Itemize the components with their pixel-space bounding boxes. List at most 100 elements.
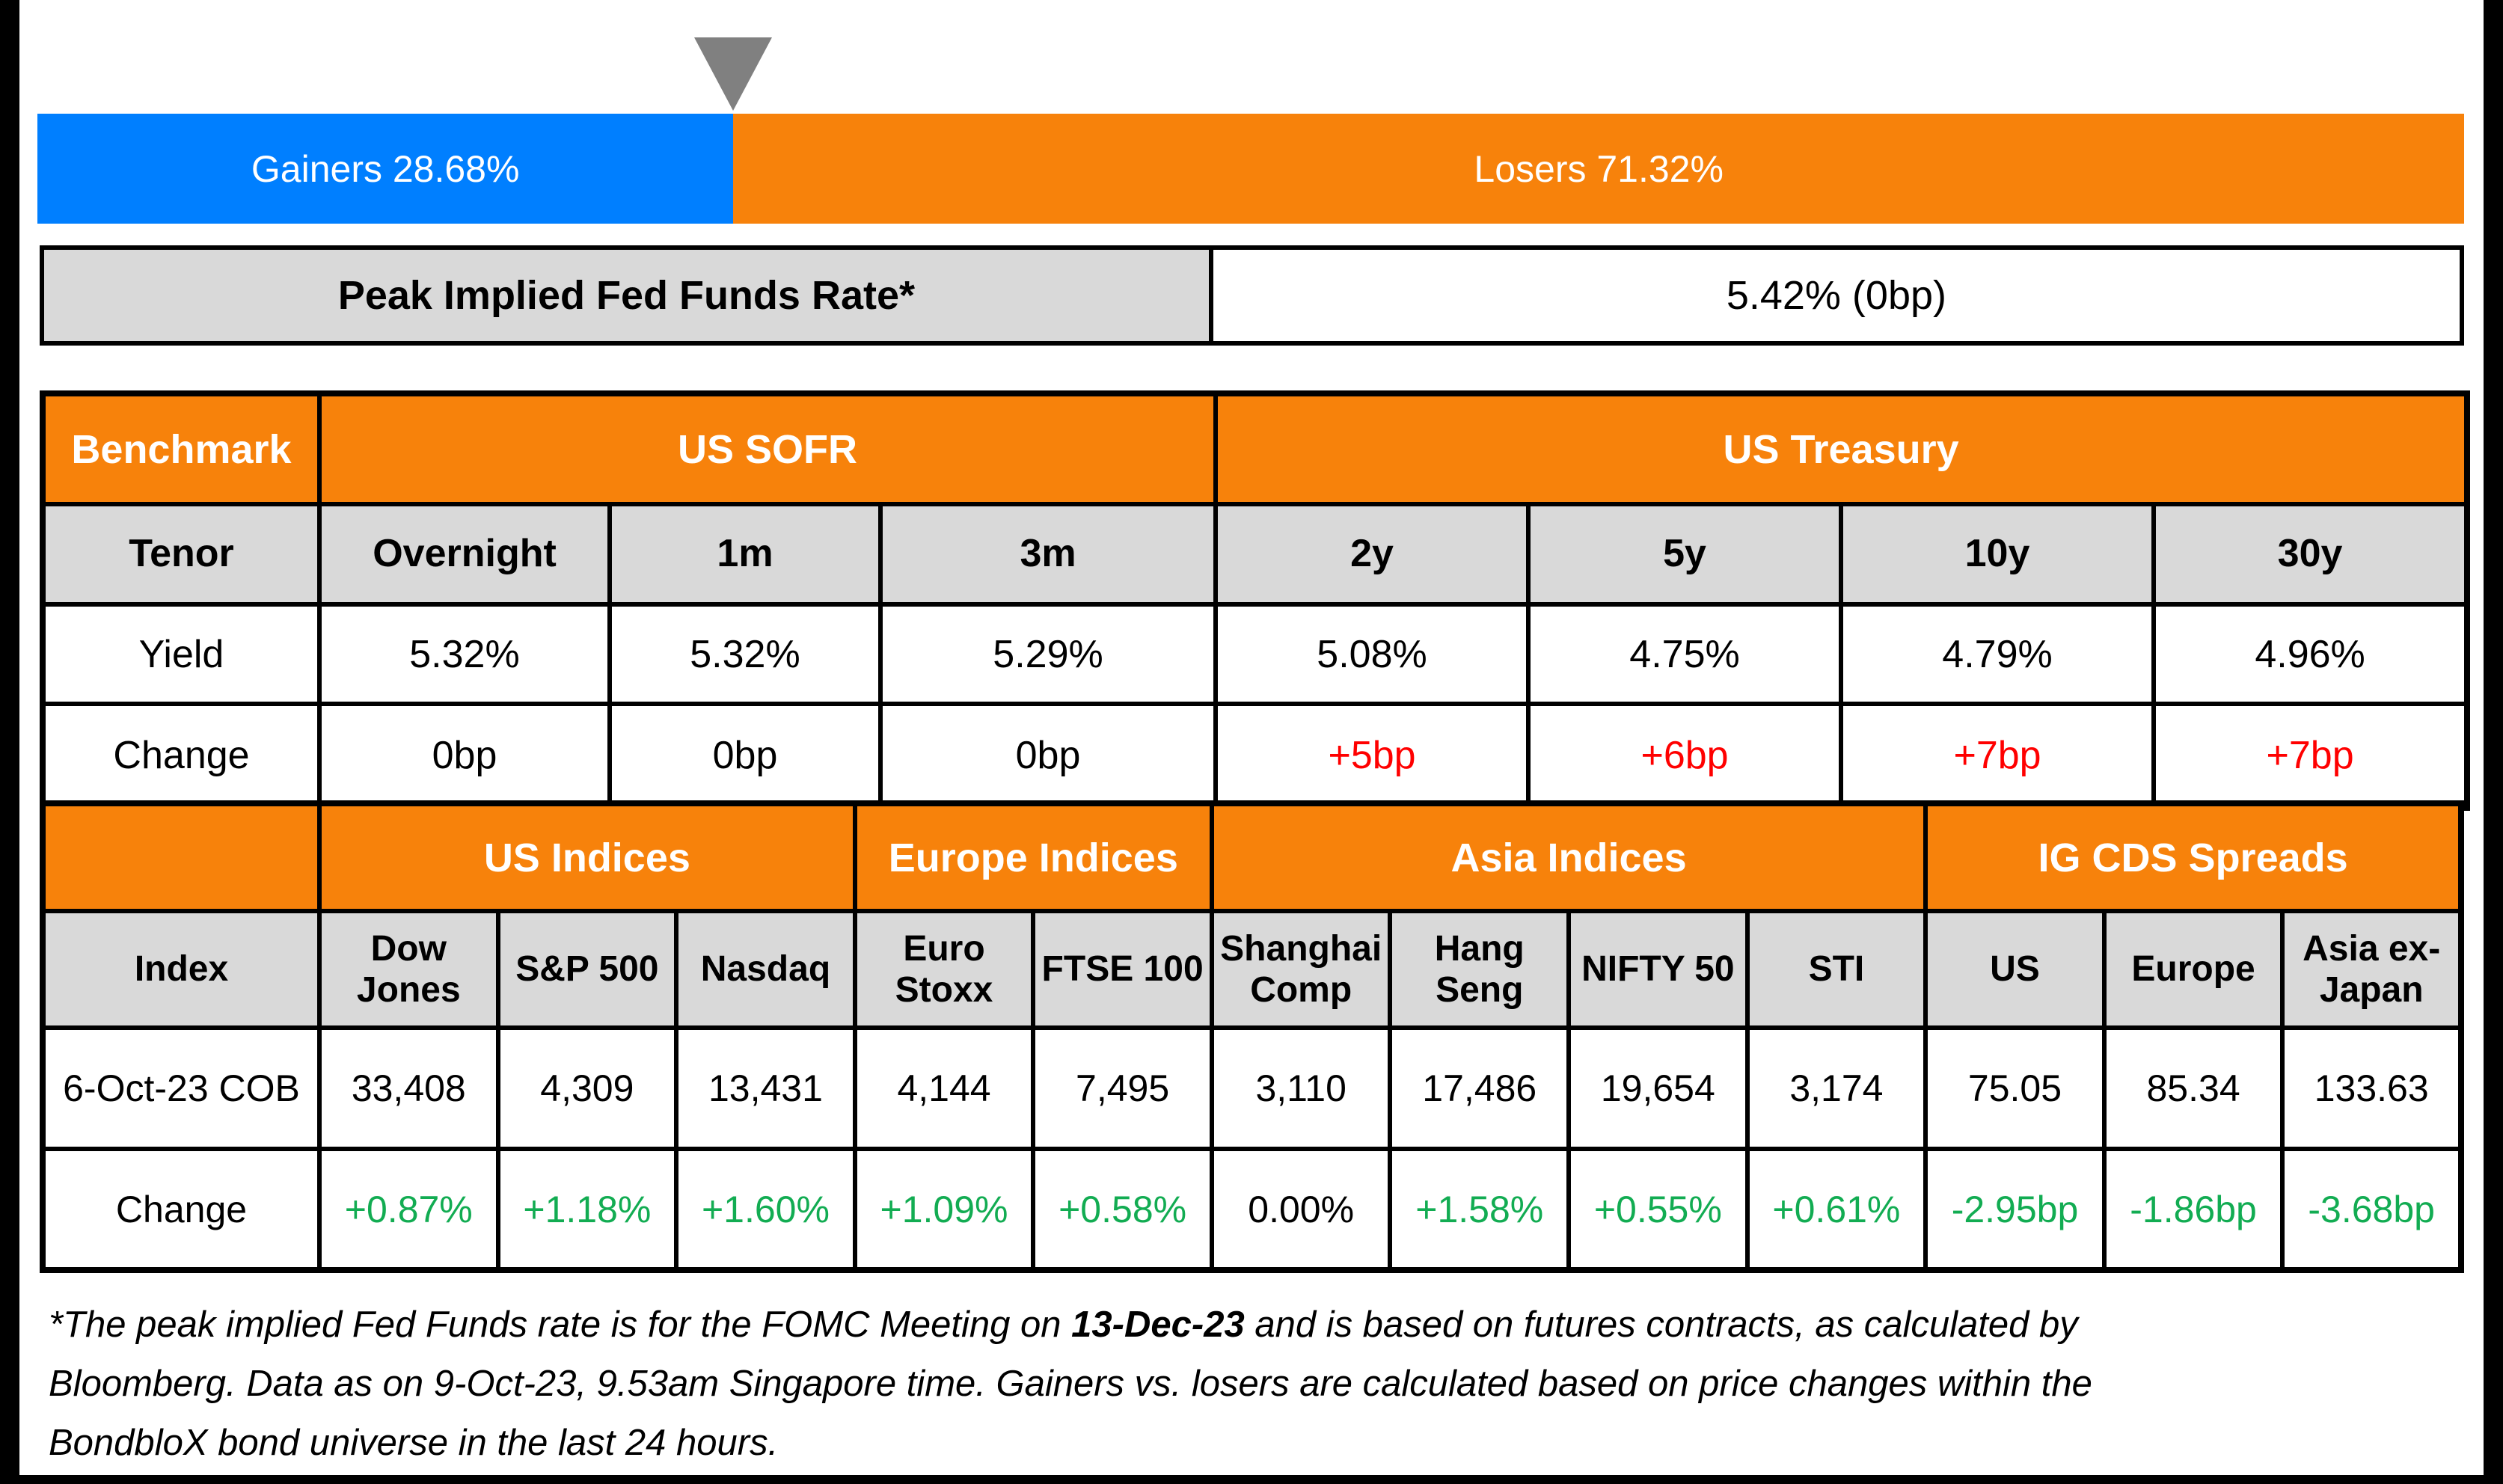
index-value-cell: 33,408 (317, 1025, 500, 1151)
peak-rate-value: 5.42% (0bp) (1726, 273, 1946, 318)
change-cell: -3.68bp (2280, 1147, 2463, 1272)
yield-cell: 5.08% (1213, 602, 1531, 706)
index-value-cell: 17,486 (1388, 1025, 1572, 1151)
cob-row-label: 6-Oct-23 COB (40, 1025, 322, 1151)
yield-cell: 4.96% (2151, 602, 2470, 706)
indices-table: US Indices Europe Indices Asia Indices I… (40, 800, 2464, 1273)
indices-change-row: Change +0.87% +1.18% +1.60% +1.09% +0.58… (40, 1147, 2463, 1272)
frame-border-left (0, 0, 19, 1484)
index-name-cell: Euro Stoxx (852, 909, 1036, 1030)
footnote-line-3: BondbloX bond universe in the last 24 ho… (49, 1423, 779, 1463)
cds-value-cell: 85.34 (2101, 1025, 2285, 1151)
change-cell: +7bp (2151, 702, 2470, 810)
footnote-text: and is based on futures contracts, as ca… (1244, 1304, 2078, 1345)
footnote-line-2: Bloomberg. Data as on 9-Oct-23, 9.53am S… (49, 1364, 2092, 1404)
change-cell: 0bp (317, 702, 612, 810)
index-row-label: Index (40, 909, 322, 1030)
index-name-cell: Dow Jones (317, 909, 500, 1030)
index-name-cell: Europe (2101, 909, 2285, 1030)
index-value-cell: 13,431 (674, 1025, 857, 1151)
footnote-text: *The peak implied Fed Funds rate is for … (49, 1304, 1072, 1345)
tenor-cell: 30y (2151, 502, 2470, 607)
index-name-cell: Hang Seng (1388, 909, 1572, 1030)
index-name-cell: STI (1744, 909, 1928, 1030)
peak-fed-funds-rate-row: Peak Implied Fed Funds Rate* 5.42% (0bp) (40, 245, 2464, 346)
change-cell: +1.18% (495, 1147, 679, 1272)
indices-group-header-row: US Indices Europe Indices Asia Indices I… (40, 801, 2463, 913)
tenor-cell: 3m (877, 502, 1219, 607)
change-cell: +7bp (1839, 702, 2157, 810)
index-name-row: Index Dow Jones S&P 500 Nasdaq Euro Stox… (40, 909, 2463, 1030)
index-name-cell: FTSE 100 (1031, 909, 1214, 1030)
change-cell: +0.55% (1566, 1147, 1750, 1272)
footnote-line-1: *The peak implied Fed Funds rate is for … (49, 1296, 2461, 1355)
index-name-cell: US (1923, 909, 2107, 1030)
change-cell: +5bp (1213, 702, 1531, 810)
change-cell: -1.86bp (2101, 1147, 2285, 1272)
frame-border-right (2484, 0, 2503, 1484)
index-name-cell: NIFTY 50 (1566, 909, 1750, 1030)
benchmark-change-row: Change 0bp 0bp 0bp +5bp +6bp +7bp +7bp (40, 702, 2470, 810)
asia-indices-group-header: Asia Indices (1209, 801, 1928, 913)
change-row-label: Change (40, 1147, 322, 1272)
index-value-cell: 4,144 (852, 1025, 1036, 1151)
benchmark-table: Benchmark US SOFR US Treasury Tenor Over… (40, 390, 2471, 811)
gainers-label: Gainers 28.68% (251, 147, 520, 190)
change-cell: +0.87% (317, 1147, 500, 1272)
change-cell: +1.09% (852, 1147, 1036, 1272)
yield-cell: 4.75% (1526, 602, 1844, 706)
index-name-cell: Nasdaq (674, 909, 857, 1030)
change-cell: +1.60% (674, 1147, 857, 1272)
tenor-cell: 5y (1526, 502, 1844, 607)
tenor-cell: 10y (1839, 502, 2157, 607)
tenor-cell: 2y (1213, 502, 1531, 607)
change-cell: +0.58% (1031, 1147, 1214, 1272)
tenor-cell: 1m (607, 502, 883, 607)
footnote-fomc-date: 13-Dec-23 (1071, 1304, 1245, 1345)
gainers-share-pointer-triangle-icon (694, 37, 772, 111)
benchmark-group-header-row: Benchmark US SOFR US Treasury (40, 391, 2470, 506)
change-cell: +0.61% (1744, 1147, 1928, 1272)
change-row-label: Change (40, 702, 322, 810)
gainers-segment: Gainers 28.68% (37, 114, 734, 224)
losers-label: Losers 71.32% (1474, 147, 1724, 190)
frame-border-bottom (0, 1475, 2503, 1484)
cob-values-row: 6-Oct-23 COB 33,408 4,309 13,431 4,144 7… (40, 1025, 2463, 1151)
losers-segment: Losers 71.32% (733, 114, 2464, 224)
change-cell: +6bp (1526, 702, 1844, 810)
yield-row-label: Yield (40, 602, 322, 706)
index-name-cell: Shanghai Comp (1209, 909, 1393, 1030)
yield-cell: 4.79% (1839, 602, 2157, 706)
index-value-cell: 19,654 (1566, 1025, 1750, 1151)
yield-cell: 5.32% (317, 602, 612, 706)
change-cell: 0bp (607, 702, 883, 810)
footnote: *The peak implied Fed Funds rate is for … (49, 1296, 2461, 1473)
peak-rate-label: Peak Implied Fed Funds Rate* (44, 250, 1213, 341)
cds-value-cell: 75.05 (1923, 1025, 2107, 1151)
index-value-cell: 7,495 (1031, 1025, 1214, 1151)
change-cell: 0bp (877, 702, 1219, 810)
us-treasury-group-header: US Treasury (1213, 391, 2470, 506)
ig-cds-spreads-group-header: IG CDS Spreads (1923, 801, 2463, 913)
tenor-row-label: Tenor (40, 502, 322, 607)
index-value-cell: 3,174 (1744, 1025, 1928, 1151)
europe-indices-group-header: Europe Indices (852, 801, 1214, 913)
index-name-cell: S&P 500 (495, 909, 679, 1030)
benchmark-corner-header: Benchmark (40, 391, 322, 506)
tenor-row: Tenor Overnight 1m 3m 2y 5y 10y 30y (40, 502, 2470, 607)
index-name-cell: Asia ex-Japan (2280, 909, 2463, 1030)
index-value-cell: 3,110 (1209, 1025, 1393, 1151)
change-cell: +1.58% (1388, 1147, 1572, 1272)
change-cell: 0.00% (1209, 1147, 1393, 1272)
indices-corner-header (40, 801, 322, 913)
gainers-losers-bar: Gainers 28.68% Losers 71.32% (37, 114, 2464, 224)
us-sofr-group-header: US SOFR (316, 391, 1219, 506)
us-indices-group-header: US Indices (317, 801, 857, 913)
yield-row: Yield 5.32% 5.32% 5.29% 5.08% 4.75% 4.79… (40, 602, 2470, 706)
change-cell: -2.95bp (1923, 1147, 2107, 1272)
yield-cell: 5.29% (877, 602, 1219, 706)
index-value-cell: 4,309 (495, 1025, 679, 1151)
yield-cell: 5.32% (607, 602, 883, 706)
tenor-cell: Overnight (317, 502, 612, 607)
cds-value-cell: 133.63 (2280, 1025, 2463, 1151)
